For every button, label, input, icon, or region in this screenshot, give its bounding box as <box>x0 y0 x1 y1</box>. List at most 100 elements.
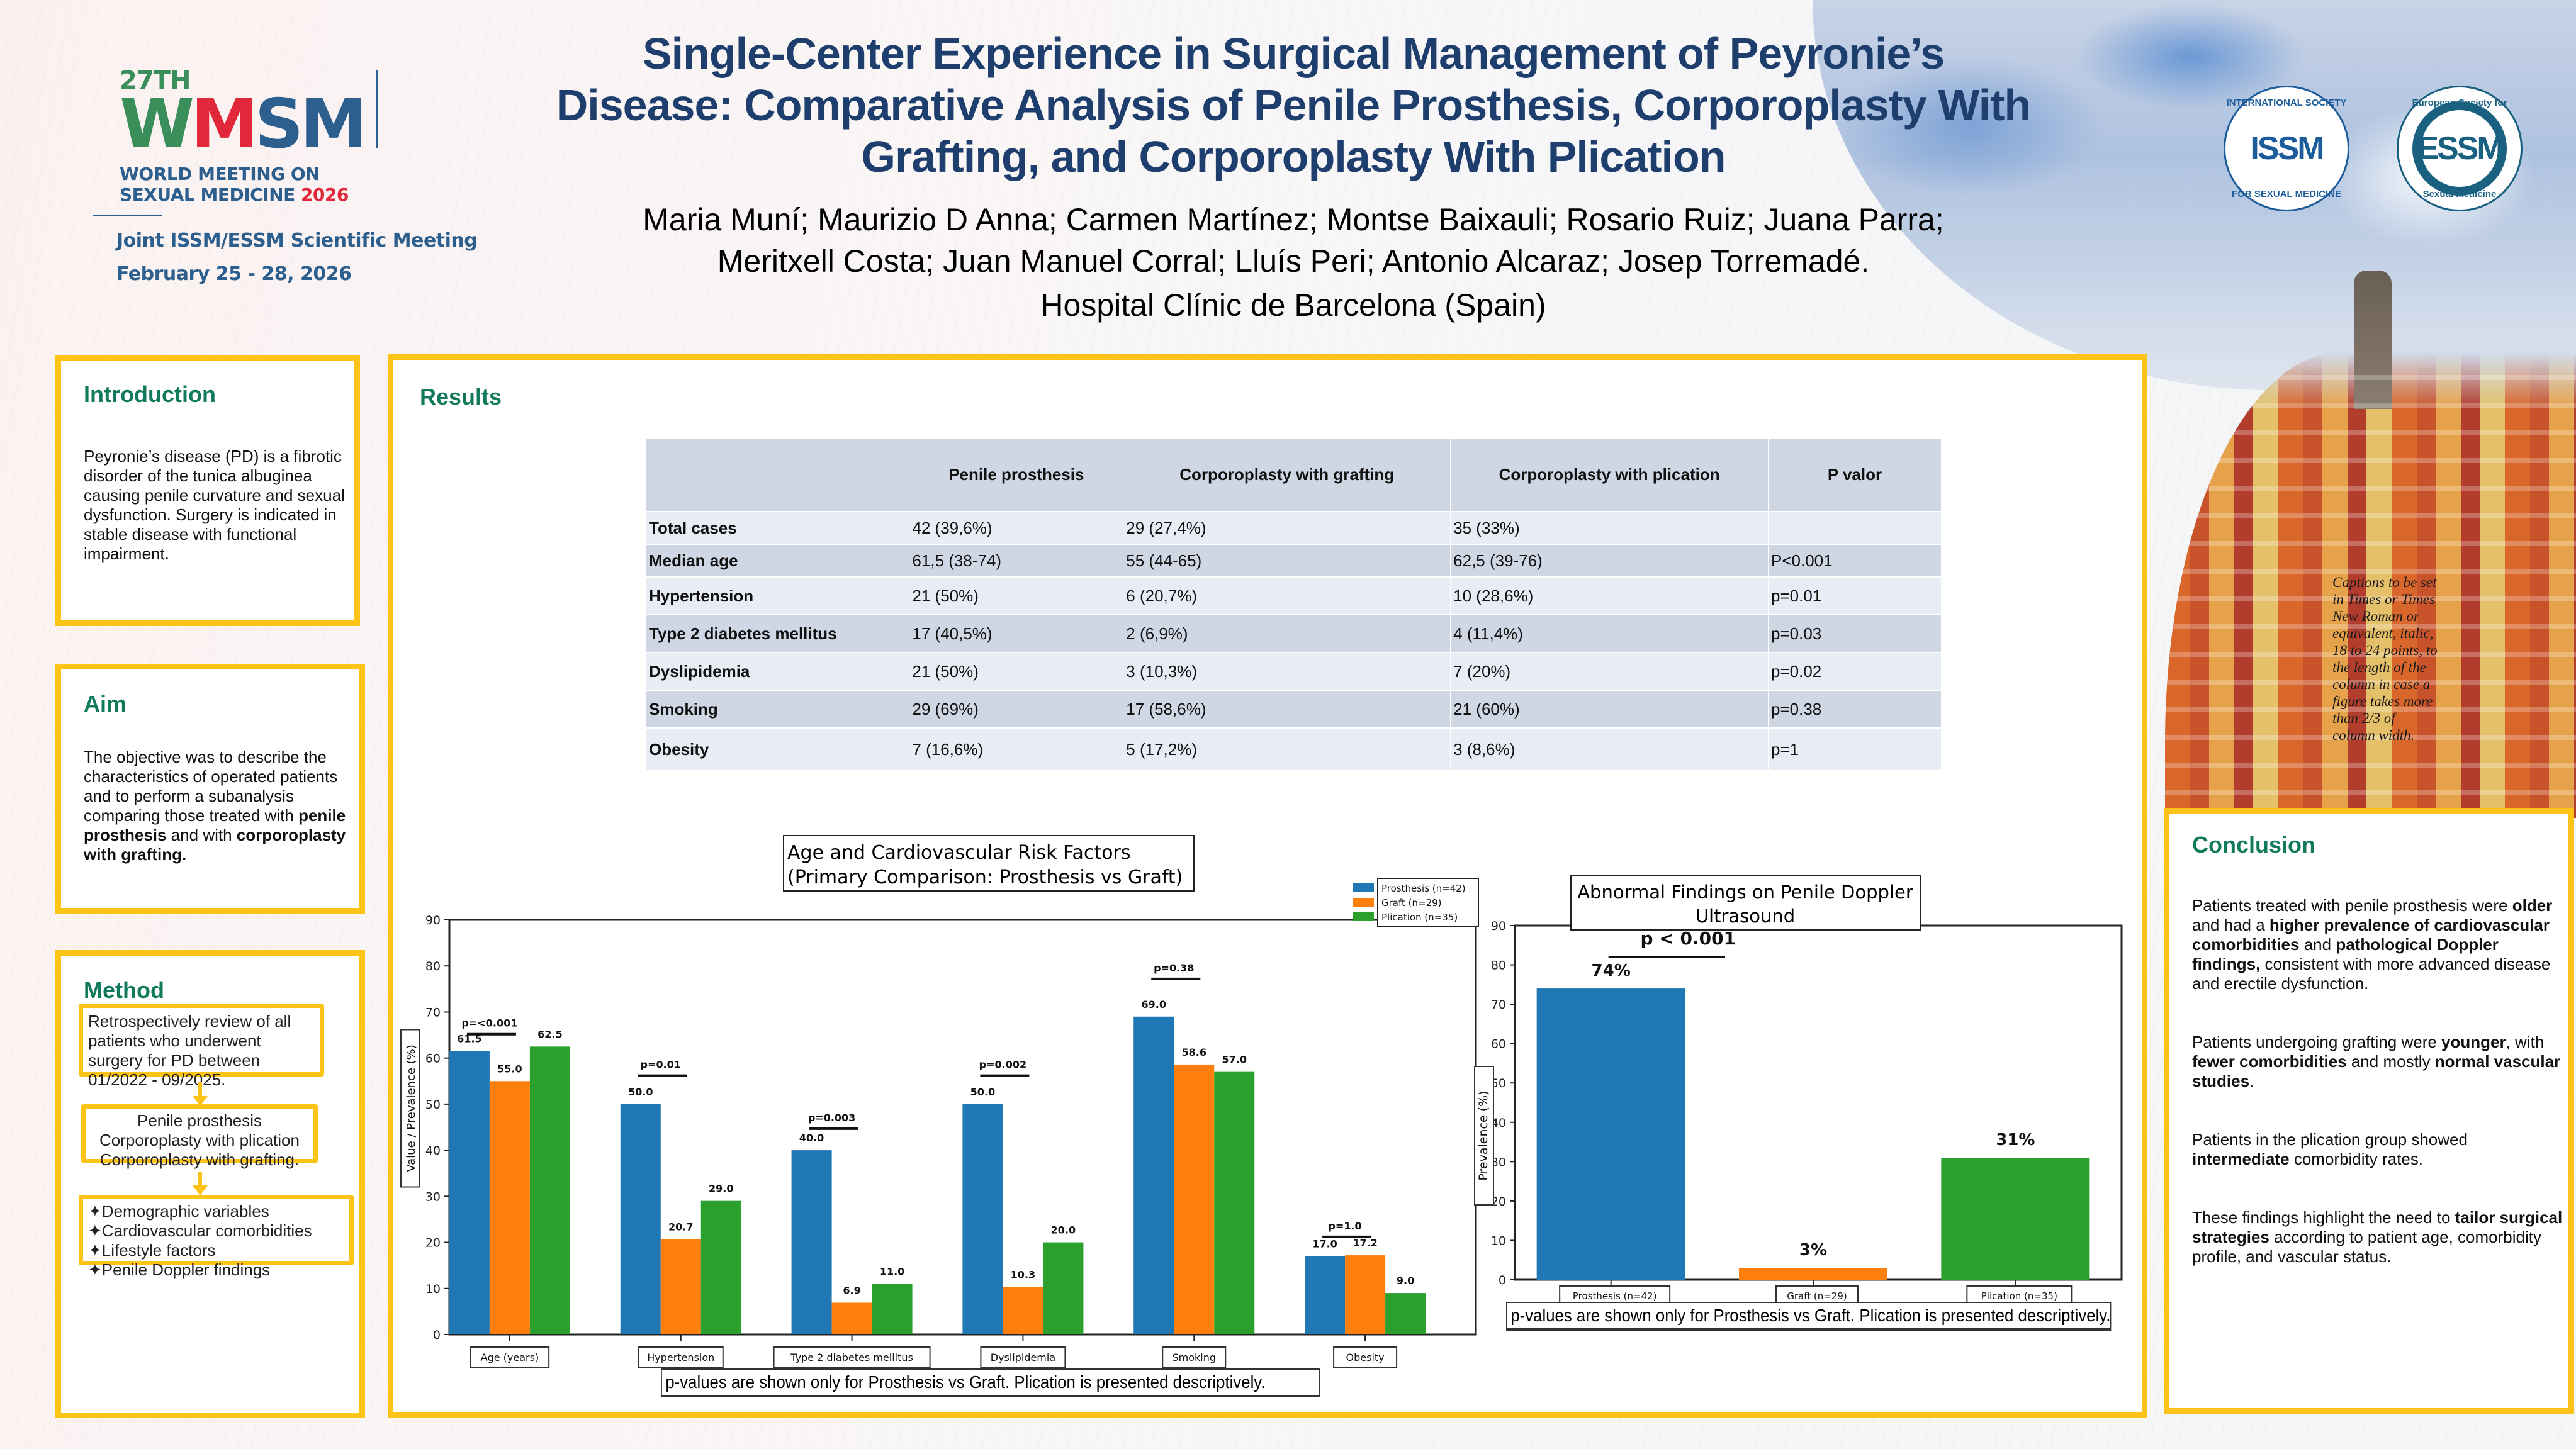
p-value-label: p=0.003 <box>808 1112 855 1124</box>
bar-plication <box>1043 1242 1084 1334</box>
star-bullet-icon: ✦ <box>88 1241 102 1260</box>
method-step-groups: Penile prosthesis Corporoplasty with pli… <box>81 1104 318 1169</box>
row-label: Smoking <box>646 690 910 729</box>
table-row: Total cases 42 (39,6%) 29 (27,4%) 35 (33%) <box>646 512 1942 545</box>
x-tick-label: Smoking <box>1172 1351 1216 1363</box>
variable-item: ✦Demographic variables <box>88 1202 269 1221</box>
author-list: Maria Muní; Maurizio D Anna; Carmen Mart… <box>643 202 1944 279</box>
image-caption-placeholder: Captions to be set in Times or Times New… <box>2332 574 2438 743</box>
chart1-footnote: p-values are shown only for Prosthesis v… <box>661 1368 1320 1397</box>
conclusion-paragraph: These findings highlight the need to tai… <box>2192 1208 2563 1266</box>
table-cell: p=1 <box>1768 728 1942 771</box>
table-row: Hypertension 21 (50%) 6 (20,7%) 10 (28,6%) p… <box>646 577 1942 615</box>
introduction-section: Introduction Peyronie’s disease (PD) is … <box>55 355 360 626</box>
y-tick-label: 80 <box>1491 959 1506 973</box>
y-tick-label: 40 <box>1491 1116 1506 1130</box>
y-tick-label: 50 <box>425 1098 441 1112</box>
variable-item: ✦Penile Doppler findings <box>88 1260 271 1279</box>
chart-title-box <box>1570 875 1921 931</box>
introduction-text: Peyronie’s disease (PD) is a fibrotic di… <box>84 447 345 563</box>
logo-acronym: WMSM <box>120 85 368 164</box>
y-tick-label: 60 <box>425 1052 441 1066</box>
data-label: 17.0 <box>1312 1238 1337 1250</box>
row-label: Obesity <box>646 728 910 771</box>
logo-divider <box>376 70 378 148</box>
row-label: Dyslipidemia <box>646 652 910 691</box>
p-value-label: p < 0.001 <box>1641 928 1736 949</box>
table-cell: 4 (11,4%) <box>1450 615 1769 653</box>
table-cell: 3 (10,3%) <box>1123 652 1451 691</box>
y-label-box <box>400 1029 420 1188</box>
variable-item: ✦Lifestyle factors <box>88 1241 216 1260</box>
y-tick-label: 0 <box>1499 1273 1506 1287</box>
table-header: Corporoplasty with plication <box>1450 439 1769 512</box>
table-cell: 29 (69%) <box>909 690 1124 729</box>
poster-title: Single-Center Experience in Surgical Man… <box>556 29 2031 181</box>
bar-prosthesis <box>1536 988 1685 1280</box>
p-value-label: p=0.002 <box>979 1059 1026 1071</box>
p-value-label: p=1.0 <box>1328 1220 1361 1232</box>
star-bullet-icon: ✦ <box>88 1221 102 1240</box>
bar-graft <box>1739 1268 1887 1280</box>
table-cell: 55 (44-65) <box>1123 544 1451 578</box>
table-row: Smoking 29 (69%) 17 (58,6%) 21 (60%) p=0.38 <box>646 690 1942 729</box>
meeting-name: Joint ISSM/ESSM Scientific Meeting <box>116 230 478 252</box>
row-label: Median age <box>646 544 910 578</box>
bar-plication <box>1941 1158 2090 1280</box>
bar-prosthesis <box>449 1051 490 1334</box>
conclusion-section: Conclusion Patients treated with penile … <box>2164 808 2574 1414</box>
bar-plication <box>1214 1071 1255 1334</box>
x-label-box <box>773 1346 931 1368</box>
y-tick-label: 30 <box>425 1190 441 1204</box>
data-label: 62.5 <box>537 1028 562 1040</box>
x-tick-label: Type 2 diabetes mellitus <box>790 1351 913 1363</box>
table-cell: 7 (20%) <box>1450 652 1769 691</box>
bar-graft <box>489 1081 530 1334</box>
bar-prosthesis <box>620 1104 661 1334</box>
bar-plication <box>1385 1293 1426 1334</box>
table-row: Type 2 diabetes mellitus 17 (40,5%) 2 (6,9… <box>646 615 1942 653</box>
table-cell: P<0.001 <box>1768 544 1942 578</box>
table-cell: p=0.03 <box>1768 615 1942 653</box>
p-value-label: p=0.38 <box>1154 962 1194 974</box>
y-tick-label: 80 <box>425 959 441 973</box>
table-cell: 42 (39,6%) <box>909 512 1124 545</box>
data-label: 20.0 <box>1051 1224 1076 1236</box>
data-label: 20.7 <box>668 1221 693 1233</box>
bar-plication <box>529 1046 570 1334</box>
risk-factors-bar-chart: 0 10 20 30 40 50 60 70 80 90 Value / Prevalence (%… <box>400 835 1479 1368</box>
y-tick-label: 50 <box>1491 1077 1506 1090</box>
bar-graft <box>1003 1287 1043 1334</box>
y-tick-label: 10 <box>425 1282 441 1296</box>
row-label: Total cases <box>646 512 910 545</box>
x-tick-label: Graft (n=29) <box>1787 1290 1847 1302</box>
data-label: 74% <box>1592 961 1631 980</box>
p-value-label: p=0.01 <box>641 1059 681 1071</box>
table-cell: p=0.01 <box>1768 577 1942 615</box>
y-axis-label: Prevalence (%) <box>1476 1090 1490 1180</box>
data-label: 29.0 <box>709 1183 733 1195</box>
bar-graft <box>1174 1064 1215 1334</box>
conclusion-paragraph: Patients undergoing grafting were younge… <box>2192 1032 2561 1090</box>
x-tick-label: Dyslipidemia <box>991 1351 1055 1363</box>
data-label: 6.9 <box>843 1284 860 1296</box>
conclusion-body: Patients treated with penile prosthesis … <box>2192 896 2563 1306</box>
method-heading: Method <box>84 977 164 1003</box>
table-cell: 2 (6,9%) <box>1123 615 1451 653</box>
y-tick-label: 10 <box>1491 1234 1506 1248</box>
results-heading: Results <box>420 384 502 410</box>
bar-plication <box>700 1200 741 1334</box>
conclusion-heading: Conclusion <box>2192 832 2315 858</box>
x-tick-label: Prosthesis (n=42) <box>1573 1290 1657 1302</box>
data-label: 17.2 <box>1353 1237 1377 1249</box>
results-table: Penile prosthesis Corporoplasty with gra… <box>646 439 1942 771</box>
table-row: Obesity 7 (16,6%) 5 (17,2%) 3 (8,6%) p=1 <box>646 728 1942 771</box>
data-label: 61.5 <box>457 1033 481 1045</box>
table-cell: 61,5 (38-74) <box>909 544 1124 578</box>
bar-graft <box>660 1239 701 1334</box>
aim-heading: Aim <box>84 691 127 717</box>
x-label-box <box>1162 1346 1227 1368</box>
data-label: 10.3 <box>1011 1269 1035 1281</box>
table-cell: p=0.38 <box>1768 690 1942 729</box>
y-tick-label: 20 <box>425 1236 441 1250</box>
